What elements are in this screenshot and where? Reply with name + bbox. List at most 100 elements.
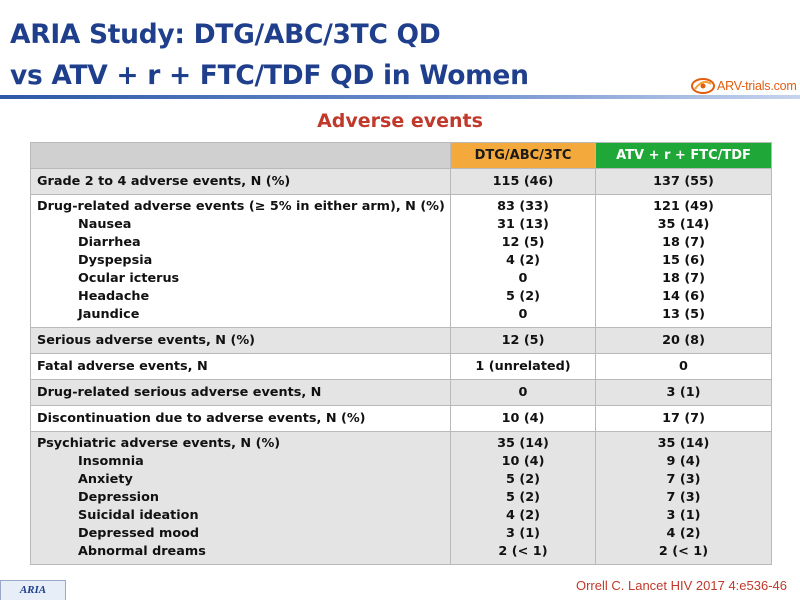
dtg-value-cell: 83 (33) 31 (13) 12 (5) 4 (2) 0 5 (2) 0: [450, 194, 596, 328]
row-label-cell: Fatal adverse events, N: [30, 353, 451, 380]
table-row: Psychiatric adverse events, N (%) Insomni…: [30, 431, 772, 565]
cell-value: 3 (1): [666, 384, 701, 400]
table-row: Drug-related serious adverse events, N 0 3…: [30, 379, 772, 406]
cell-value: 7 (3): [666, 472, 701, 487]
table-row: Grade 2 to 4 adverse events, N (%) 115 (4…: [30, 168, 772, 195]
dtg-value-cell: 1 (unrelated): [450, 353, 596, 380]
row-label: Serious adverse events, N (%): [37, 332, 255, 348]
row-label: Drug-related adverse events (≥ 5% in eit…: [37, 199, 445, 214]
table-row: Fatal adverse events, N 1 (unrelated) 0: [30, 353, 772, 380]
dtg-value-cell: 35 (14) 10 (4) 5 (2) 5 (2) 4 (2) 3 (1) 2 (< 1): [450, 431, 596, 565]
cell-value: 12 (5): [501, 235, 545, 250]
study-tag: ARIA: [0, 580, 66, 600]
dtg-value-cell: 0: [450, 379, 596, 406]
cell-value: 137 (55): [653, 173, 714, 189]
cell-value: 2 (< 1): [658, 544, 709, 559]
atv-value-cell: 20 (8): [595, 327, 772, 354]
cell-value: 83 (33): [497, 199, 549, 214]
table-header-row: DTG/ABC/3TC ATV + r + FTC/TDF: [30, 142, 772, 169]
logo-text: ARV-trials.com: [717, 79, 797, 93]
cell-value: 13 (5): [662, 307, 705, 322]
row-label-cell: Psychiatric adverse events, N (%) Insomni…: [30, 431, 451, 565]
sub-item-label: Dyspepsia: [78, 253, 153, 268]
column-header-dtg: DTG/ABC/3TC: [450, 142, 596, 169]
row-label: Grade 2 to 4 adverse events, N (%): [37, 173, 291, 189]
cell-value: 4 (2): [506, 253, 540, 268]
cell-value: 35 (14): [657, 217, 710, 232]
cell-value: 0: [679, 358, 688, 374]
sub-item-label: Diarrhea: [78, 235, 141, 250]
cell-value: 15 (6): [662, 253, 705, 268]
sub-item-label: Nausea: [78, 217, 132, 232]
cell-value: 14 (6): [662, 289, 705, 304]
sub-item-label: Depressed mood: [78, 526, 200, 541]
atv-value-cell: 17 (7): [595, 405, 772, 432]
table-row: Drug-related adverse events (≥ 5% in eit…: [30, 194, 772, 328]
cell-value: 115 (46): [492, 173, 554, 189]
row-label: Discontinuation due to adverse events, N…: [37, 410, 366, 426]
cell-value: 18 (7): [662, 271, 705, 286]
sub-item-label: Headache: [78, 289, 150, 304]
atv-value-cell: 3 (1): [595, 379, 772, 406]
cell-value: 31 (13): [497, 217, 549, 232]
cell-value: 9 (4): [666, 454, 701, 469]
dtg-value-cell: 12 (5): [450, 327, 596, 354]
cell-value: 10 (4): [501, 410, 545, 426]
row-label: Drug-related serious adverse events, N: [37, 384, 322, 400]
arv-trials-logo: ARV-trials.com: [690, 75, 797, 97]
table-heading: Adverse events: [317, 110, 483, 132]
dtg-value-cell: 115 (46): [450, 168, 596, 195]
citation: Orrell C. Lancet HIV 2017 4:e536-46: [575, 578, 787, 593]
cell-value: 17 (7): [662, 410, 705, 426]
cell-value: 5 (2): [506, 490, 540, 505]
cell-value: 5 (2): [506, 472, 540, 487]
sub-item-label: Depression: [78, 490, 159, 505]
cell-value: 4 (2): [506, 508, 540, 523]
cell-value: 2 (< 1): [498, 544, 548, 559]
cell-value: 0: [518, 384, 528, 400]
adverse-events-table: DTG/ABC/3TC ATV + r + FTC/TDF Grade 2 to…: [30, 142, 772, 565]
cell-value: 35 (14): [497, 436, 549, 451]
sub-item-label: Abnormal dreams: [78, 544, 206, 559]
slide-title-line-2: vs ATV + r + FTC/TDF QD in Women: [10, 60, 529, 91]
cell-value: 3 (1): [506, 526, 540, 541]
column-header-atv: ATV + r + FTC/TDF: [595, 142, 772, 169]
cell-value: 10 (4): [501, 454, 545, 469]
header-blank-cell: [30, 142, 451, 169]
slide-title: ARIA Study: DTG/ABC/3TC QD vs ATV + r + …: [10, 14, 570, 96]
cell-value: 20 (8): [662, 332, 705, 348]
sub-item-label: Anxiety: [78, 472, 133, 487]
row-label-cell: Grade 2 to 4 adverse events, N (%): [30, 168, 451, 195]
sub-item-label: Jaundice: [78, 307, 140, 322]
table-row: Serious adverse events, N (%) 12 (5) 20 (8…: [30, 327, 772, 354]
cell-value: 3 (1): [666, 508, 701, 523]
row-label-cell: Drug-related serious adverse events, N: [30, 379, 451, 406]
cell-value: 5 (2): [506, 289, 540, 304]
cell-value: 35 (14): [657, 436, 710, 451]
cell-value: 121 (49): [653, 199, 714, 214]
sub-item-label: Insomnia: [78, 454, 144, 469]
row-label-cell: Serious adverse events, N (%): [30, 327, 451, 354]
atv-value-cell: 121 (49) 35 (14) 18 (7) 15 (6) 18 (7) 14 (6) 1…: [595, 194, 772, 328]
cell-value: 12 (5): [501, 332, 545, 348]
cell-value: 7 (3): [666, 490, 701, 505]
title-divider: [0, 95, 800, 99]
atv-value-cell: 0: [595, 353, 772, 380]
row-label-cell: Drug-related adverse events (≥ 5% in eit…: [30, 194, 451, 328]
cell-value: 18 (7): [662, 235, 705, 250]
slide-title-line-1: ARIA Study: DTG/ABC/3TC QD: [10, 19, 441, 50]
row-label: Psychiatric adverse events, N (%): [37, 436, 281, 451]
sub-item-label: Ocular icterus: [78, 271, 180, 286]
table-row: Discontinuation due to adverse events, N…: [30, 405, 772, 432]
cell-value: 1 (unrelated): [475, 358, 571, 374]
atv-value-cell: 137 (55): [595, 168, 772, 195]
dtg-value-cell: 10 (4): [450, 405, 596, 432]
sub-item-label: Suicidal ideation: [78, 508, 199, 523]
logo-swirl-icon: [691, 78, 715, 94]
cell-value: 0: [518, 307, 528, 322]
cell-value: 0: [518, 271, 528, 286]
row-label: Fatal adverse events, N: [37, 358, 208, 374]
atv-value-cell: 35 (14) 9 (4) 7 (3) 7 (3) 3 (1) 4 (2) 2 (< 1): [595, 431, 772, 565]
cell-value: 4 (2): [666, 526, 701, 541]
row-label-cell: Discontinuation due to adverse events, N…: [30, 405, 451, 432]
